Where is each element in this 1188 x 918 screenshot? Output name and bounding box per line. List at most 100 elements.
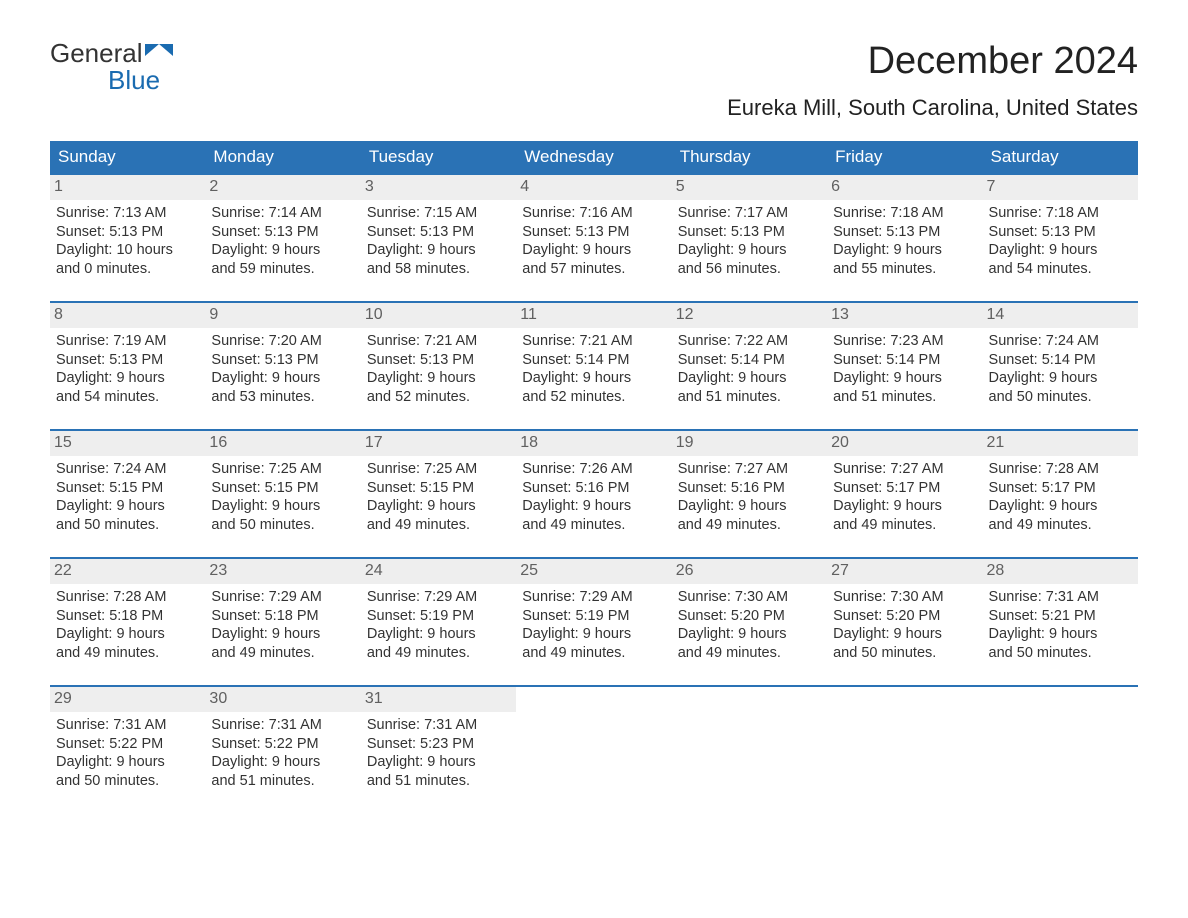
day-sunset-text: Sunset: 5:19 PM xyxy=(367,607,510,626)
day-number: 31 xyxy=(361,687,516,712)
calendar-day-cell: 27Sunrise: 7:30 AMSunset: 5:20 PMDayligh… xyxy=(827,559,982,685)
day-body: Sunrise: 7:31 AMSunset: 5:22 PMDaylight:… xyxy=(211,716,354,791)
day-body: Sunrise: 7:25 AMSunset: 5:15 PMDaylight:… xyxy=(367,460,510,535)
calendar-week-row: 15Sunrise: 7:24 AMSunset: 5:15 PMDayligh… xyxy=(50,429,1138,557)
month-year-title: December 2024 xyxy=(727,40,1138,83)
day-day2-text: and 55 minutes. xyxy=(833,260,976,279)
day-day2-text: and 51 minutes. xyxy=(678,388,821,407)
day-day2-text: and 50 minutes. xyxy=(211,516,354,535)
day-sunset-text: Sunset: 5:14 PM xyxy=(989,351,1132,370)
day-number: 7 xyxy=(983,175,1138,200)
day-day2-text: and 49 minutes. xyxy=(678,516,821,535)
day-sunset-text: Sunset: 5:22 PM xyxy=(56,735,199,754)
day-sunset-text: Sunset: 5:17 PM xyxy=(833,479,976,498)
title-block: December 2024 Eureka Mill, South Carolin… xyxy=(727,40,1138,121)
day-body: Sunrise: 7:17 AMSunset: 5:13 PMDaylight:… xyxy=(678,204,821,279)
day-sunset-text: Sunset: 5:17 PM xyxy=(989,479,1132,498)
calendar-day-cell: 13Sunrise: 7:23 AMSunset: 5:14 PMDayligh… xyxy=(827,303,982,429)
day-day1-text: Daylight: 9 hours xyxy=(211,625,354,644)
calendar-day-cell: 22Sunrise: 7:28 AMSunset: 5:18 PMDayligh… xyxy=(50,559,205,685)
day-sunset-text: Sunset: 5:13 PM xyxy=(989,223,1132,242)
day-day1-text: Daylight: 9 hours xyxy=(367,369,510,388)
day-sunrise-text: Sunrise: 7:25 AM xyxy=(367,460,510,479)
day-day2-text: and 59 minutes. xyxy=(211,260,354,279)
brand-top-row: General xyxy=(50,40,173,67)
day-sunrise-text: Sunrise: 7:14 AM xyxy=(211,204,354,223)
day-day1-text: Daylight: 9 hours xyxy=(833,625,976,644)
day-day1-text: Daylight: 9 hours xyxy=(522,369,665,388)
calendar-day-cell: . xyxy=(827,687,982,813)
day-sunrise-text: Sunrise: 7:19 AM xyxy=(56,332,199,351)
day-sunset-text: Sunset: 5:23 PM xyxy=(367,735,510,754)
day-number: 21 xyxy=(983,431,1138,456)
day-sunset-text: Sunset: 5:13 PM xyxy=(56,223,199,242)
weekday-label: Tuesday xyxy=(361,141,516,173)
calendar-day-cell: 15Sunrise: 7:24 AMSunset: 5:15 PMDayligh… xyxy=(50,431,205,557)
calendar-day-cell: 1Sunrise: 7:13 AMSunset: 5:13 PMDaylight… xyxy=(50,175,205,301)
day-number: 4 xyxy=(516,175,671,200)
day-day2-text: and 49 minutes. xyxy=(678,644,821,663)
day-number: 25 xyxy=(516,559,671,584)
day-sunrise-text: Sunrise: 7:21 AM xyxy=(522,332,665,351)
calendar-day-cell: 12Sunrise: 7:22 AMSunset: 5:14 PMDayligh… xyxy=(672,303,827,429)
calendar-day-cell: 16 Sunrise: 7:25 AMSunset: 5:15 PMDayligh… xyxy=(205,431,360,557)
day-sunset-text: Sunset: 5:18 PM xyxy=(56,607,199,626)
day-body: Sunrise: 7:28 AMSunset: 5:18 PMDaylight:… xyxy=(56,588,199,663)
day-body: Sunrise: 7:29 AMSunset: 5:18 PMDaylight:… xyxy=(211,588,354,663)
day-day1-text: Daylight: 9 hours xyxy=(833,497,976,516)
day-sunset-text: Sunset: 5:19 PM xyxy=(522,607,665,626)
day-number: 16 xyxy=(205,431,360,456)
day-number: 18 xyxy=(516,431,671,456)
day-day2-text: and 50 minutes. xyxy=(56,516,199,535)
day-day1-text: Daylight: 9 hours xyxy=(211,753,354,772)
day-day2-text: and 49 minutes. xyxy=(211,644,354,663)
calendar-day-cell: 20Sunrise: 7:27 AMSunset: 5:17 PMDayligh… xyxy=(827,431,982,557)
day-body: Sunrise: 7:25 AMSunset: 5:15 PMDaylight:… xyxy=(211,460,354,535)
day-day1-text: Daylight: 9 hours xyxy=(211,241,354,260)
day-day1-text: Daylight: 9 hours xyxy=(367,241,510,260)
day-day1-text: Daylight: 9 hours xyxy=(989,625,1132,644)
weekday-label: Friday xyxy=(827,141,982,173)
day-number: 20 xyxy=(827,431,982,456)
day-body: Sunrise: 7:24 AMSunset: 5:15 PMDaylight:… xyxy=(56,460,199,535)
day-day2-text: and 57 minutes. xyxy=(522,260,665,279)
day-day2-text: and 51 minutes. xyxy=(367,772,510,791)
brand-logo: General Blue xyxy=(50,40,173,95)
day-sunrise-text: Sunrise: 7:20 AM xyxy=(211,332,354,351)
day-sunset-text: Sunset: 5:18 PM xyxy=(211,607,354,626)
day-body: Sunrise: 7:31 AMSunset: 5:22 PMDaylight:… xyxy=(56,716,199,791)
page-header: General Blue December 2024 Eureka Mill, … xyxy=(50,40,1138,121)
day-sunset-text: Sunset: 5:20 PM xyxy=(678,607,821,626)
calendar-week-row: 1Sunrise: 7:13 AMSunset: 5:13 PMDaylight… xyxy=(50,173,1138,301)
brand-arrow-icon xyxy=(145,44,173,56)
day-sunrise-text: Sunrise: 7:31 AM xyxy=(989,588,1132,607)
day-day1-text: Daylight: 9 hours xyxy=(56,369,199,388)
calendar-day-cell: 23Sunrise: 7:29 AMSunset: 5:18 PMDayligh… xyxy=(205,559,360,685)
day-sunset-text: Sunset: 5:22 PM xyxy=(211,735,354,754)
day-day1-text: Daylight: 9 hours xyxy=(989,497,1132,516)
day-number: 9 xyxy=(205,303,360,328)
day-number: 26 xyxy=(672,559,827,584)
day-number: 8 xyxy=(50,303,205,328)
day-sunrise-text: Sunrise: 7:31 AM xyxy=(56,716,199,735)
day-number: 14 xyxy=(983,303,1138,328)
day-body: Sunrise: 7:18 AMSunset: 5:13 PMDaylight:… xyxy=(833,204,976,279)
day-day2-text: and 54 minutes. xyxy=(56,388,199,407)
day-number: 6 xyxy=(827,175,982,200)
weekday-label: Sunday xyxy=(50,141,205,173)
calendar-day-cell: 25Sunrise: 7:29 AMSunset: 5:19 PMDayligh… xyxy=(516,559,671,685)
day-sunrise-text: Sunrise: 7:15 AM xyxy=(367,204,510,223)
day-sunset-text: Sunset: 5:16 PM xyxy=(678,479,821,498)
calendar-day-cell: 5Sunrise: 7:17 AMSunset: 5:13 PMDaylight… xyxy=(672,175,827,301)
day-day1-text: Daylight: 9 hours xyxy=(833,241,976,260)
calendar-day-cell: . xyxy=(672,687,827,813)
calendar-day-cell: 18Sunrise: 7:26 AMSunset: 5:16 PMDayligh… xyxy=(516,431,671,557)
day-day1-text: Daylight: 9 hours xyxy=(56,497,199,516)
calendar-day-cell: 9Sunrise: 7:20 AMSunset: 5:13 PMDaylight… xyxy=(205,303,360,429)
day-day1-text: Daylight: 9 hours xyxy=(367,753,510,772)
brand-word-general: General xyxy=(50,40,143,67)
calendar-day-cell: 14Sunrise: 7:24 AMSunset: 5:14 PMDayligh… xyxy=(983,303,1138,429)
day-day1-text: Daylight: 9 hours xyxy=(56,625,199,644)
day-sunset-text: Sunset: 5:13 PM xyxy=(211,223,354,242)
day-sunset-text: Sunset: 5:21 PM xyxy=(989,607,1132,626)
